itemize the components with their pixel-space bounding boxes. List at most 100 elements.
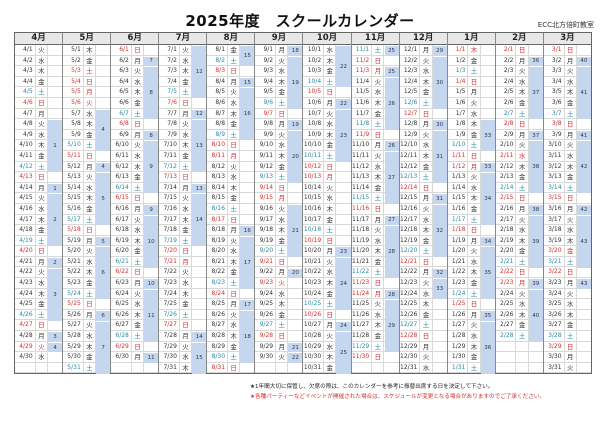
- day-date: 12/13: [400, 172, 421, 182]
- week-number-block: 9: [144, 204, 159, 215]
- day-weekday: 水: [516, 225, 529, 235]
- day-weekday: 水: [84, 331, 97, 341]
- day-date: 11/27: [352, 320, 373, 331]
- day-weekday: 木: [84, 193, 97, 203]
- day-row: 2/15 日: [495, 193, 543, 204]
- day-weekday: 火: [468, 97, 481, 108]
- week-cell: [336, 172, 350, 182]
- day-weekday: 金: [84, 203, 97, 214]
- day-weekday: 金: [516, 320, 529, 331]
- day-weekday: 土: [516, 182, 529, 193]
- day-date: 5/23: [63, 278, 84, 288]
- day-row: 9/5 金: [255, 87, 303, 98]
- day-date: 10/29: [303, 341, 325, 352]
- day-weekday: 火: [180, 341, 193, 352]
- day-row: 9/21 日: [255, 256, 303, 268]
- day-date: 12/23: [400, 278, 421, 288]
- week-cell: [144, 363, 158, 373]
- week-cell: [529, 342, 543, 352]
- day-date: 8/12: [207, 161, 229, 172]
- day-date: 4/18: [15, 225, 36, 235]
- day-row: 5/6 火: [63, 97, 111, 109]
- day-row: 4/21 月: [15, 256, 63, 268]
- day-date: 5/15: [63, 193, 84, 203]
- day-date: 2/25: [496, 299, 517, 309]
- day-weekday: 水: [36, 129, 48, 140]
- day-row: 12/31 水: [399, 362, 447, 374]
- day-weekday: 土: [228, 55, 241, 66]
- day-row: 8/1 金: [207, 45, 255, 56]
- day-weekday: 日: [372, 129, 385, 140]
- day-date: 10/1: [303, 45, 325, 55]
- day-weekday: 木: [324, 203, 337, 214]
- month-header: 3月: [543, 33, 591, 45]
- day-row: 8/4 月: [207, 76, 255, 88]
- day-weekday: 土: [468, 214, 481, 225]
- day-row: 12/14 日: [399, 182, 447, 194]
- day-weekday: 月: [132, 129, 145, 140]
- day-weekday: 金: [276, 309, 289, 320]
- day-row: 10/24 金: [303, 288, 351, 300]
- day-weekday: 金: [468, 55, 481, 66]
- day-weekday: 木: [516, 309, 529, 320]
- day-date: 2/13: [496, 172, 517, 182]
- day-weekday: [276, 362, 289, 373]
- day-date: 4/25: [15, 299, 36, 309]
- school-calendar-grid: 4月 4/1 火 4/2 水 4/3 木 4/4 金 4/5 土 4/6 日 4/7 月 4/8 火 4/9 水 4/…: [14, 32, 592, 375]
- day-row: 1/22 木: [447, 267, 495, 279]
- day-weekday: 金: [84, 129, 97, 140]
- month-header: 8月: [207, 33, 255, 45]
- day-date: 11/3: [352, 66, 373, 76]
- day-date: 2/21: [496, 256, 517, 267]
- day-row: 9/15 月: [255, 193, 303, 204]
- day-row: 11/25 火: [351, 299, 399, 310]
- day-date: 8/1: [207, 45, 229, 55]
- day-date: 10/23: [303, 278, 325, 288]
- day-weekday: 木: [276, 299, 289, 309]
- day-row: [351, 362, 399, 374]
- day-row: 11/21 金: [351, 256, 399, 268]
- day-row: 12/6 土: [399, 97, 447, 109]
- day-date: 4/29: [15, 341, 36, 352]
- day-row: 2/28 土: [495, 331, 543, 342]
- day-weekday: 火: [516, 214, 529, 225]
- day-date: 5/1: [63, 45, 84, 55]
- day-weekday: 木: [565, 161, 577, 172]
- day-weekday: 木: [180, 66, 193, 76]
- day-date: 6/27: [111, 320, 132, 331]
- week-cell: [577, 289, 591, 299]
- day-row: 11/10 月: [351, 140, 399, 151]
- day-weekday: 水: [180, 203, 193, 214]
- day-weekday: 土: [324, 150, 337, 161]
- week-number-block: 24: [336, 320, 351, 332]
- day-row: 1/23 金: [447, 278, 495, 289]
- day-row: 5/30 金: [63, 352, 111, 363]
- day-weekday: 木: [180, 140, 193, 150]
- day-row: 12/21 日: [399, 256, 447, 268]
- day-row: 3/12 木: [543, 161, 591, 173]
- day-row: 12/28 日: [399, 331, 447, 342]
- day-row: 8/16 土: [207, 203, 255, 215]
- day-date: 5/7: [63, 108, 84, 119]
- day-weekday: [36, 362, 48, 373]
- day-weekday: [516, 362, 529, 373]
- day-weekday: 月: [180, 256, 193, 267]
- day-date: 6/13: [111, 172, 132, 182]
- day-row: 8/8 金: [207, 119, 255, 130]
- day-weekday: 土: [372, 341, 385, 352]
- day-row: 10/5 日: [303, 87, 351, 98]
- day-date: 1/25: [448, 299, 469, 309]
- day-row: 12/22 月: [399, 267, 447, 279]
- day-weekday: 水: [132, 76, 145, 87]
- day-weekday: 火: [420, 55, 433, 66]
- day-date: 1/28: [448, 331, 469, 341]
- day-weekday: 火: [420, 129, 433, 140]
- day-weekday: 土: [180, 309, 193, 320]
- day-weekday: 火: [36, 119, 48, 129]
- day-weekday: 日: [132, 119, 145, 129]
- week-cell: [240, 66, 254, 76]
- day-weekday: 月: [516, 278, 529, 288]
- week-number-block: 17: [240, 299, 255, 310]
- day-date: 3/31: [544, 362, 565, 373]
- week-cell: [577, 193, 591, 203]
